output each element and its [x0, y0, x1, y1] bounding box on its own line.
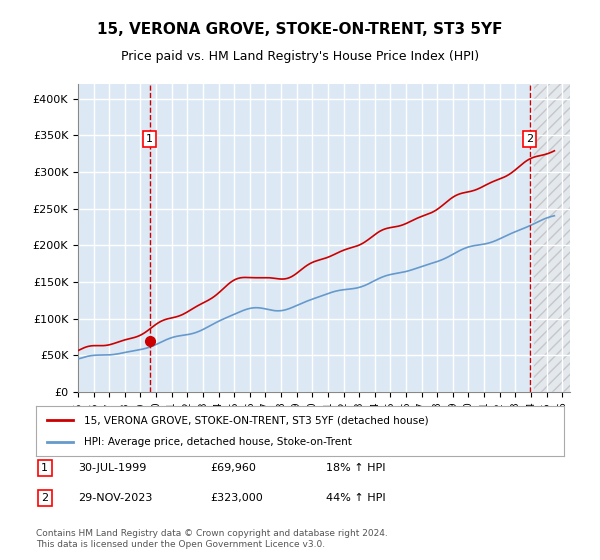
Text: 18% ↑ HPI: 18% ↑ HPI — [326, 463, 386, 473]
Bar — [534, 84, 570, 392]
Text: HPI: Average price, detached house, Stoke-on-Trent: HPI: Average price, detached house, Stok… — [83, 437, 352, 447]
Text: 29-NOV-2023: 29-NOV-2023 — [78, 493, 152, 503]
Text: Contains HM Land Registry data © Crown copyright and database right 2024.
This d: Contains HM Land Registry data © Crown c… — [36, 529, 388, 549]
Text: 2: 2 — [526, 134, 533, 144]
Text: £323,000: £323,000 — [210, 493, 263, 503]
Text: £69,960: £69,960 — [210, 463, 256, 473]
Text: 2: 2 — [41, 493, 49, 503]
Text: Price paid vs. HM Land Registry's House Price Index (HPI): Price paid vs. HM Land Registry's House … — [121, 50, 479, 63]
Text: 1: 1 — [146, 134, 153, 144]
Text: 44% ↑ HPI: 44% ↑ HPI — [326, 493, 386, 503]
Text: 30-JUL-1999: 30-JUL-1999 — [78, 463, 146, 473]
Text: 15, VERONA GROVE, STOKE-ON-TRENT, ST3 5YF (detached house): 15, VERONA GROVE, STOKE-ON-TRENT, ST3 5Y… — [83, 415, 428, 425]
Text: 1: 1 — [41, 463, 48, 473]
Text: 15, VERONA GROVE, STOKE-ON-TRENT, ST3 5YF: 15, VERONA GROVE, STOKE-ON-TRENT, ST3 5Y… — [97, 22, 503, 38]
